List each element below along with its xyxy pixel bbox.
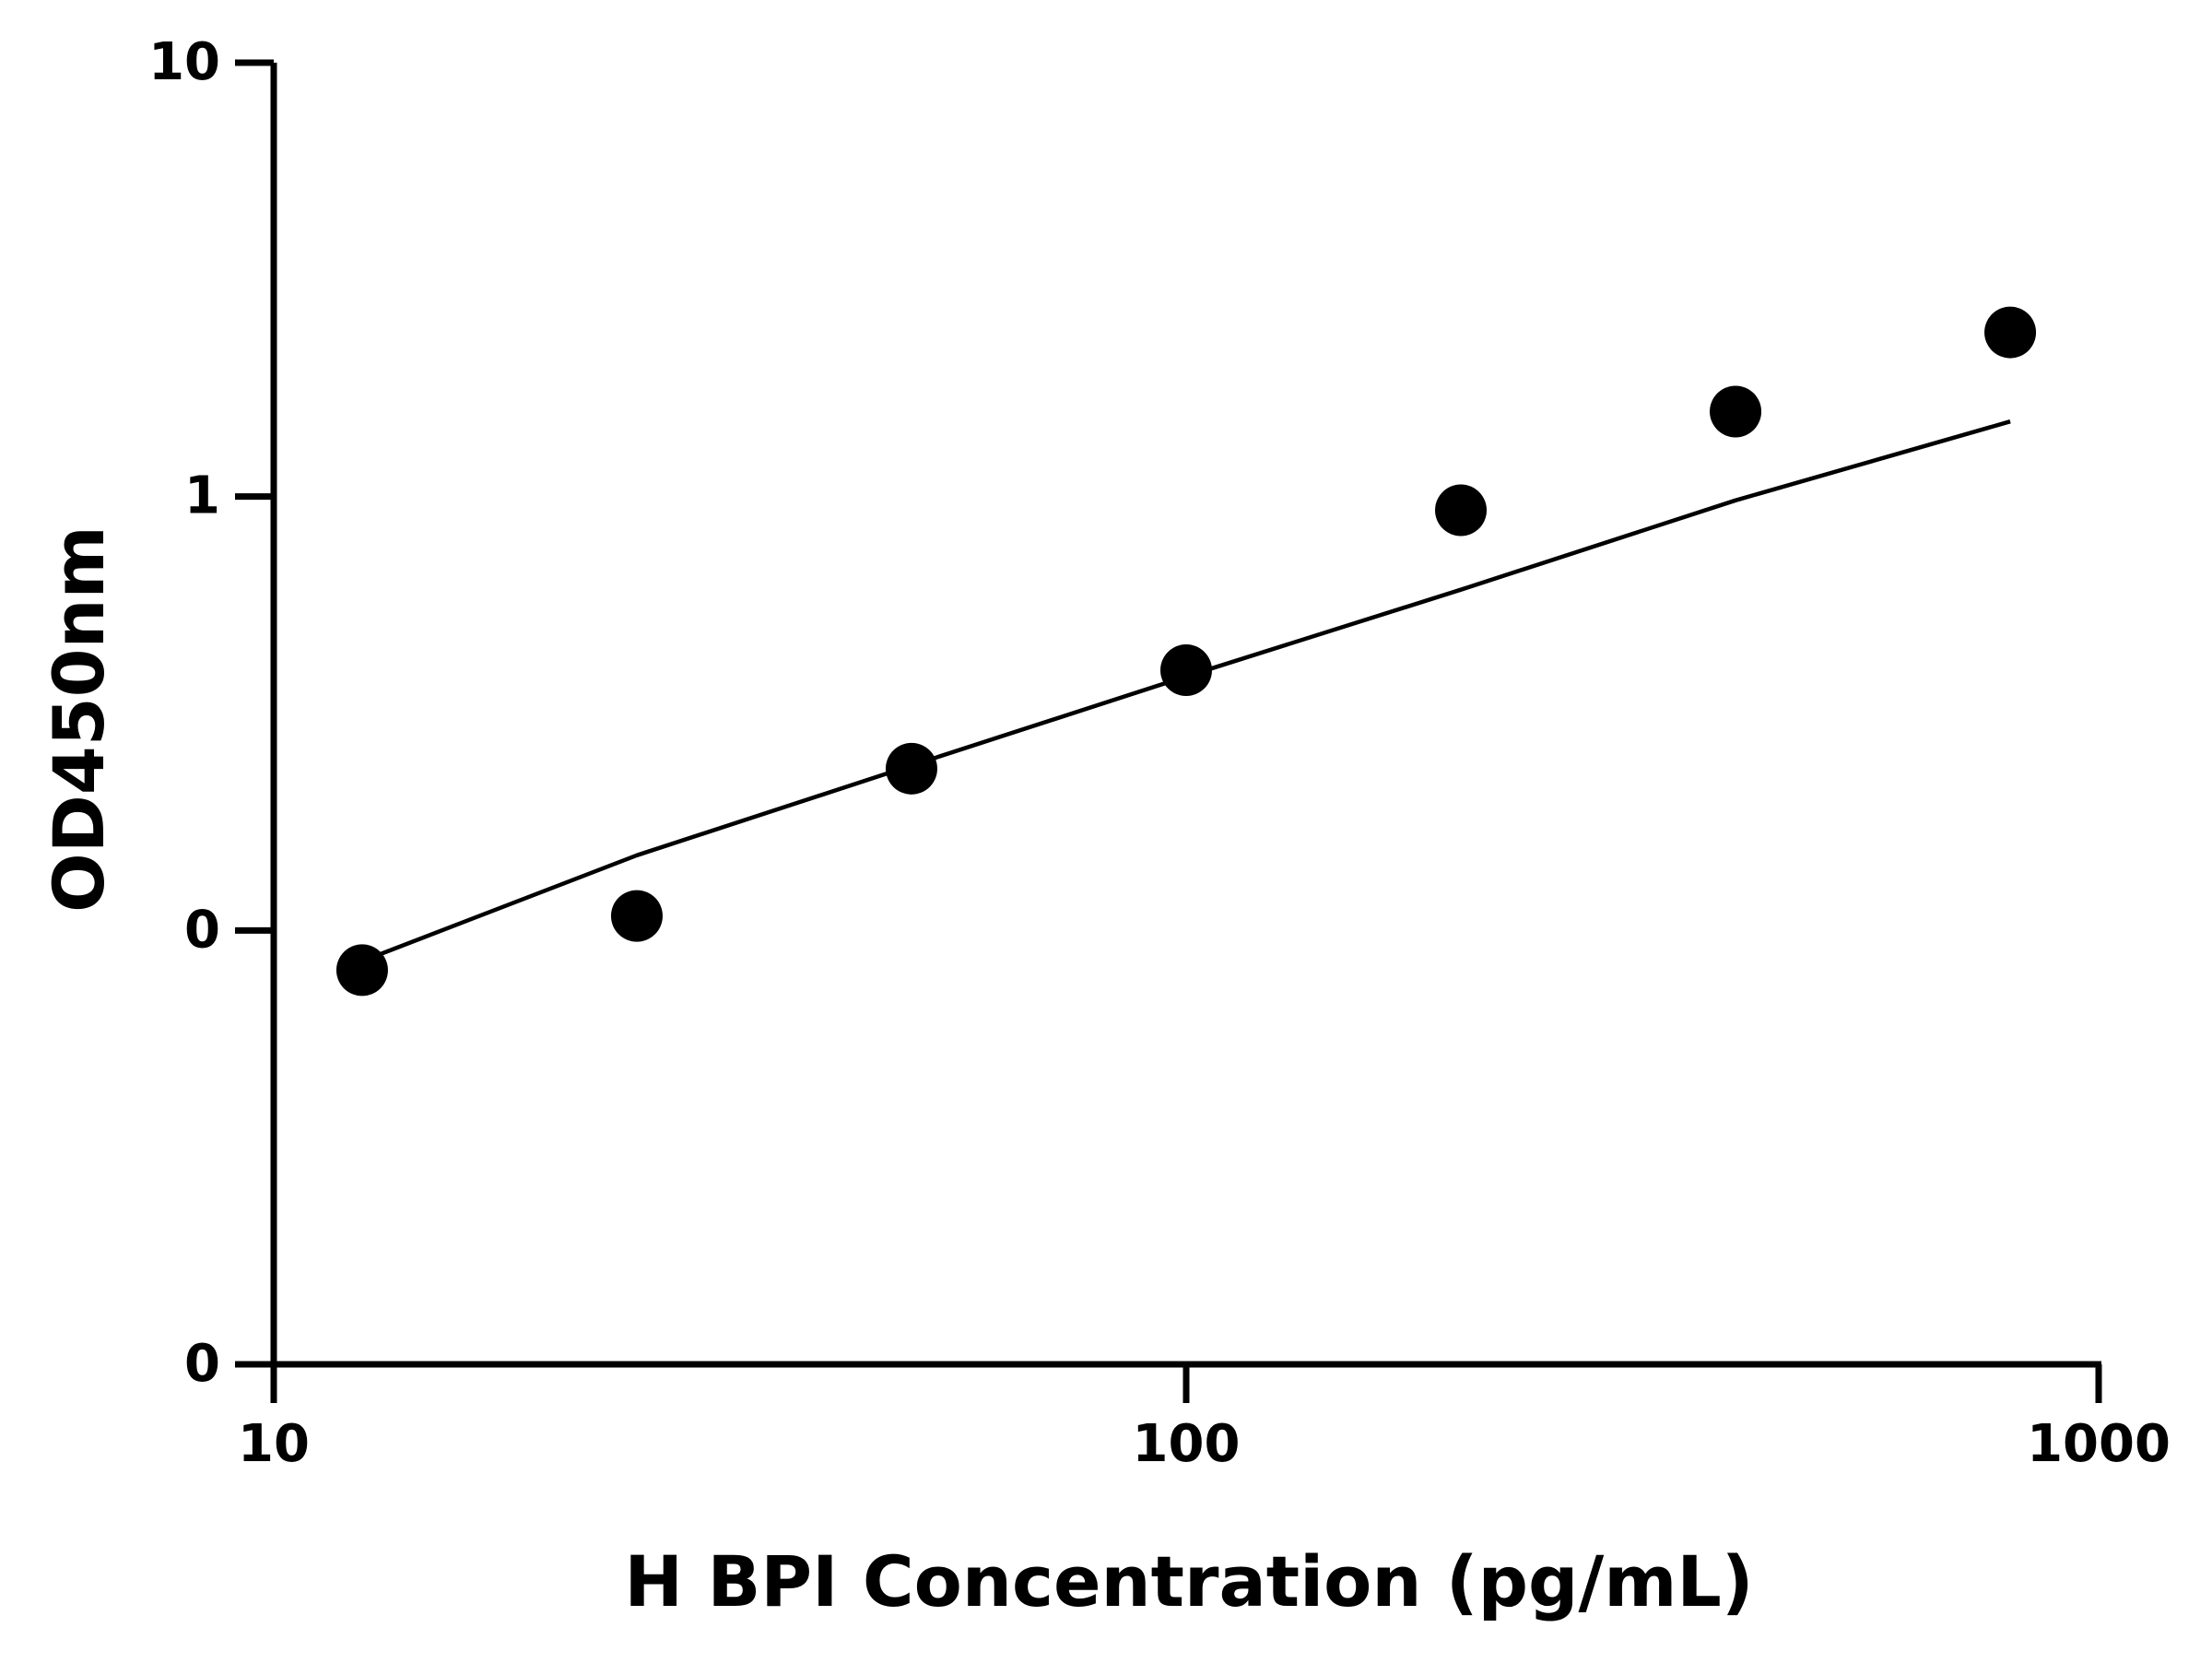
data-point xyxy=(610,890,663,942)
data-point xyxy=(335,944,388,997)
y-tick-label: 0 xyxy=(184,1334,220,1394)
data-point xyxy=(885,742,937,795)
x-tick-label: 100 xyxy=(1133,1414,1241,1474)
data-point xyxy=(1710,385,1762,438)
data-points xyxy=(335,306,2037,997)
y-axis-label: OD450nm xyxy=(38,525,120,913)
data-point xyxy=(1435,484,1488,537)
x-tick-label: 1000 xyxy=(2027,1414,2171,1474)
ticks: 0 0 1 10 10 100 1000 xyxy=(148,32,2171,1474)
x-tick-label: 10 xyxy=(238,1414,310,1474)
x-axis-label: H BPI Concentration (pg/mL) xyxy=(624,1540,1753,1622)
y-tick-label: 1 xyxy=(184,466,220,526)
data-point xyxy=(1984,306,2037,359)
y-tick-label: 0 xyxy=(184,900,220,960)
y-tick-label: 10 xyxy=(148,32,220,92)
axes xyxy=(270,63,2101,1368)
data-point xyxy=(1160,643,1212,696)
